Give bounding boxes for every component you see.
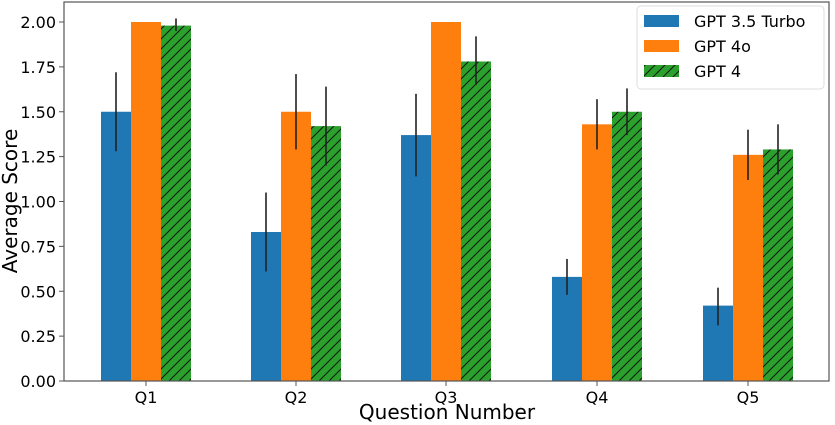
y-tick-label: 1.25 bbox=[20, 148, 56, 167]
y-tick-label: 1.00 bbox=[20, 193, 56, 212]
x-tick-label: Q4 bbox=[586, 388, 609, 407]
bar-gpt-4o-q3 bbox=[431, 22, 461, 381]
legend: GPT 3.5 Turbo GPT 4o GPT 4 bbox=[636, 5, 825, 90]
bar-gpt-3-5-turbo-q1 bbox=[101, 111, 131, 381]
bar-gpt-4-q2 bbox=[311, 126, 341, 381]
y-tick-label: 0.00 bbox=[20, 372, 56, 391]
y-tick-label: 0.75 bbox=[20, 237, 56, 256]
x-tick-label: Q2 bbox=[285, 388, 308, 407]
legend-swatch bbox=[644, 15, 679, 27]
legend-box bbox=[636, 5, 825, 90]
y-axis-label: Average Score bbox=[0, 129, 22, 274]
legend-label: GPT 4 bbox=[694, 62, 741, 81]
axes: 0.00 0.25 0.50 0.75 1.00 1.25 1.50 1.75 2.00 Q1 Q2… bbox=[20, 1, 830, 407]
y-tick-label: 0.25 bbox=[20, 327, 56, 346]
x-axis-label: Question Number bbox=[359, 400, 536, 424]
plot-area bbox=[101, 18, 793, 382]
bar-gpt-4-q3 bbox=[461, 61, 491, 382]
bar-gpt-4o-q4 bbox=[582, 124, 612, 381]
bar-gpt-4-q1 bbox=[161, 25, 191, 382]
x-tick-label: Q3 bbox=[435, 388, 458, 407]
bar-gpt-4-q4 bbox=[612, 111, 642, 381]
legend-label: GPT 3.5 Turbo bbox=[694, 12, 805, 31]
y-tick-label: 2.00 bbox=[20, 13, 56, 32]
y-tick-label: 1.75 bbox=[20, 58, 56, 77]
bar-gpt-4o-q2 bbox=[281, 111, 311, 381]
x-tick-label: Q5 bbox=[737, 388, 760, 407]
legend-swatch bbox=[644, 65, 679, 77]
y-tick-label: 0.50 bbox=[20, 282, 56, 301]
bar-gpt-4o-q5 bbox=[733, 154, 763, 381]
legend-swatch bbox=[644, 40, 679, 52]
bar-gpt-4-q5 bbox=[763, 149, 793, 381]
legend-label: GPT 4o bbox=[694, 37, 751, 56]
x-tick-label: Q1 bbox=[135, 388, 158, 407]
bar-gpt-4o-q1 bbox=[131, 22, 161, 381]
y-tick-label: 1.50 bbox=[20, 103, 56, 122]
